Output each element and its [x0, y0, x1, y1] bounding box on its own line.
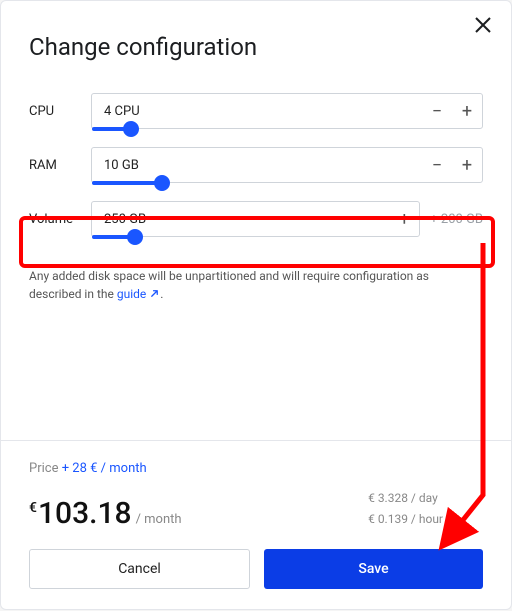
ram-row: RAM 10 GB − + [29, 147, 483, 183]
guide-link[interactable]: guide [117, 287, 160, 301]
disk-note: Any added disk space will be unpartition… [29, 267, 483, 303]
config-dialog: Change configuration CPU 4 CPU − + RAM 1… [0, 0, 512, 610]
volume-row: Volume 250 GB − + + 200 GB [29, 201, 483, 237]
cpu-row: CPU 4 CPU − + [29, 93, 483, 129]
price-breakdown: € 3.328 / day € 0.139 / hour [368, 488, 483, 531]
close-icon [473, 15, 493, 35]
close-button[interactable] [473, 15, 493, 35]
cpu-increment[interactable]: + [452, 94, 482, 128]
price-per-day: € 3.328 / day [368, 488, 443, 508]
ram-control: 10 GB − + [91, 147, 483, 183]
cpu-slider-thumb[interactable] [123, 121, 139, 137]
volume-label: Volume [29, 212, 91, 227]
save-button[interactable]: Save [264, 549, 483, 589]
price-section: Price + 28 € / month €103.18/ month € 3.… [1, 440, 511, 589]
price-amount: €103.18/ month [29, 496, 182, 531]
volume-slider-thumb[interactable] [127, 229, 143, 245]
ram-slider-thumb[interactable] [154, 175, 170, 191]
price-delta: + 28 € / month [62, 461, 147, 476]
volume-increment[interactable]: + [389, 202, 419, 236]
cpu-decrement[interactable]: − [422, 94, 452, 128]
ram-increment[interactable]: + [452, 148, 482, 182]
note-text-after: . [160, 287, 163, 301]
price-label: Price [29, 461, 58, 476]
cpu-control: 4 CPU − + [91, 93, 483, 129]
external-link-icon [149, 288, 160, 299]
price-per-hour: € 0.139 / hour [368, 509, 443, 529]
ram-label: RAM [29, 158, 91, 173]
ram-value: 10 GB [92, 158, 422, 173]
volume-delta: + 200 GB [430, 212, 483, 227]
ram-decrement[interactable]: − [422, 148, 452, 182]
cpu-label: CPU [29, 104, 91, 119]
dialog-title: Change configuration [29, 33, 483, 61]
note-text-before: Any added disk space will be unpartition… [29, 269, 429, 301]
volume-control: 250 GB − + [91, 201, 420, 237]
price-header: Price + 28 € / month [29, 461, 483, 476]
volume-value: 250 GB [92, 212, 359, 227]
volume-decrement[interactable]: − [359, 202, 389, 236]
cancel-button[interactable]: Cancel [29, 549, 250, 589]
cpu-value: 4 CPU [92, 104, 422, 119]
